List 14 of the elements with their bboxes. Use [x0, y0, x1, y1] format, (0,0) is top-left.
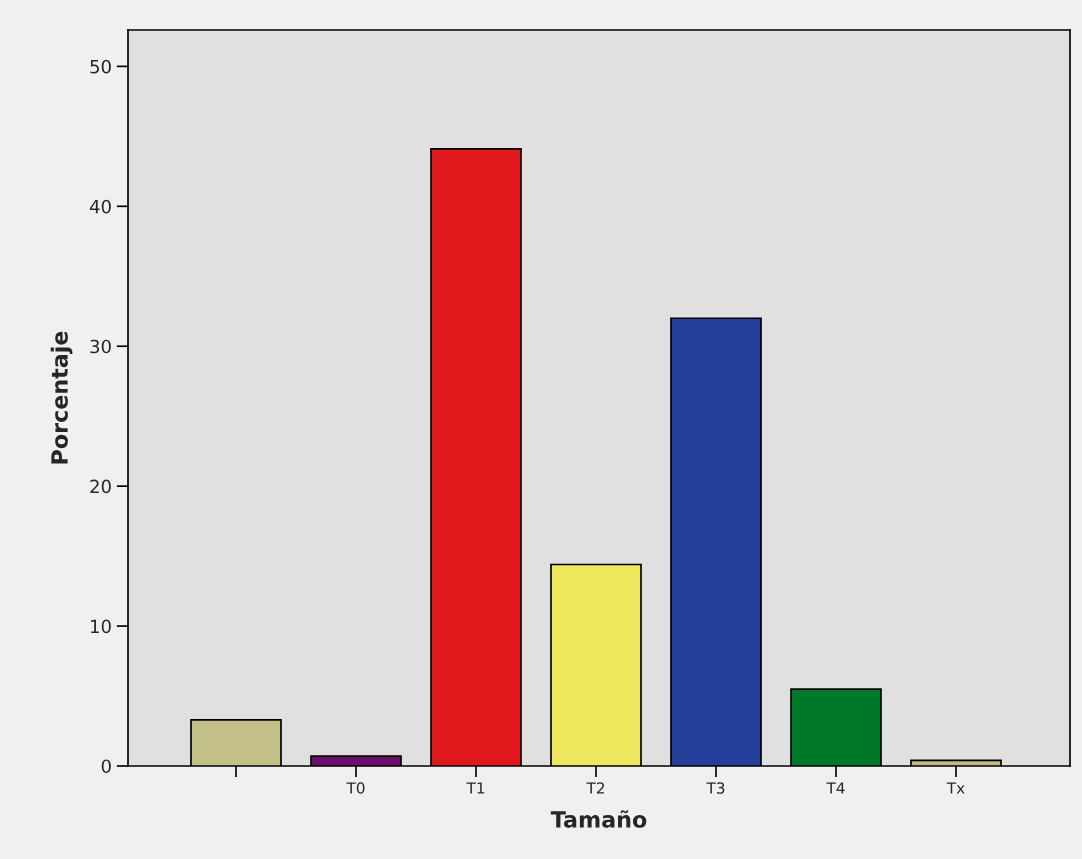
x-tick-label: Tx: [946, 782, 965, 794]
x-tick-label: T2: [586, 782, 604, 794]
y-tick-label: 50: [90, 59, 111, 74]
y-tick-label: 20: [90, 479, 111, 494]
y-tick-label: 40: [89, 199, 111, 214]
y-axis-title: Porcentaje: [50, 331, 73, 464]
x-tick-label: T4: [826, 782, 845, 794]
x-tick-label: T1: [466, 782, 485, 794]
y-tick-label: 10: [91, 619, 111, 634]
y-tick-label: 0: [101, 759, 111, 774]
y-tick-label: 30: [90, 339, 111, 354]
x-axis-title: Tamaño: [550, 810, 647, 828]
x-tick-label: T0: [346, 782, 365, 794]
x-tick-label: T3: [706, 782, 725, 794]
